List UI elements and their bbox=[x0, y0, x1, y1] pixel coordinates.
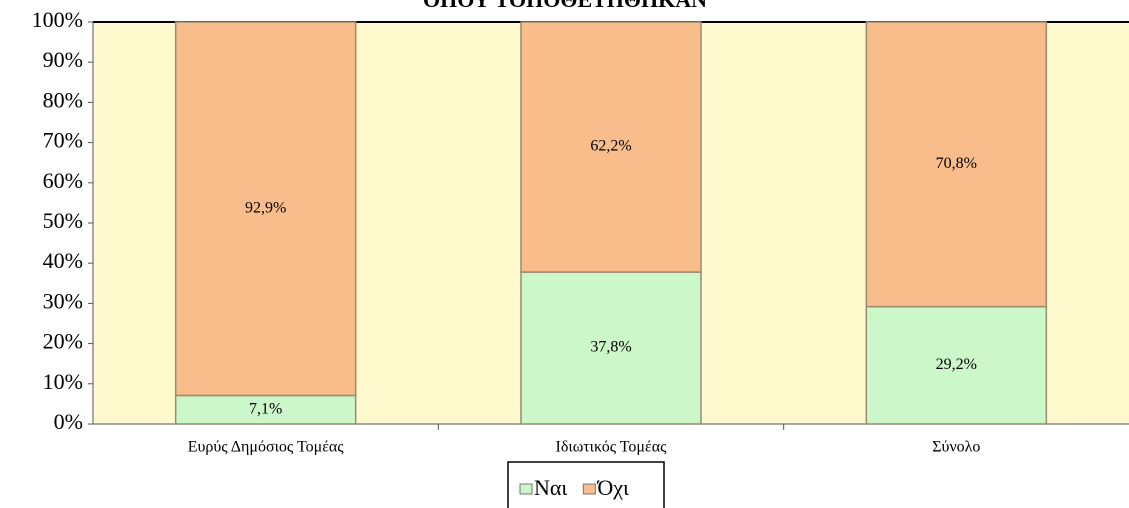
y-tick-label: 10% bbox=[43, 369, 83, 394]
y-tick-label: 50% bbox=[43, 208, 83, 233]
data-label: 29,2% bbox=[936, 356, 977, 373]
x-tick-label: Ιδιωτικός Τομέας bbox=[556, 439, 668, 456]
legend-swatch bbox=[519, 483, 533, 495]
data-label: 7,1% bbox=[249, 400, 282, 417]
y-tick-label: 60% bbox=[43, 168, 83, 193]
y-tick-label: 0% bbox=[54, 409, 83, 434]
data-label: 92,9% bbox=[245, 199, 286, 216]
bar-segment bbox=[174, 21, 357, 397]
legend-swatch bbox=[582, 483, 596, 495]
y-tick-label: 90% bbox=[43, 47, 83, 72]
bar-segment bbox=[520, 21, 702, 273]
bar-segment bbox=[865, 305, 1048, 425]
data-label: 62,2% bbox=[590, 138, 631, 155]
data-label: 70,8% bbox=[936, 155, 977, 172]
x-tick-label: Ευρύς Δημόσιος Τομέας bbox=[188, 439, 345, 456]
y-tick-label: 40% bbox=[43, 248, 83, 273]
y-tick-label: 30% bbox=[43, 288, 83, 313]
y-tick-label: 80% bbox=[43, 87, 83, 112]
y-tick-label: 20% bbox=[43, 329, 83, 354]
legend-label: Ναι bbox=[534, 475, 567, 500]
bar-segment bbox=[865, 21, 1048, 308]
chart-title: ΟΠΟΥ ΤΟΠΟΘΕΤΗΘΗΚΑΝ bbox=[423, 0, 707, 12]
data-label: 37,8% bbox=[590, 339, 631, 356]
legend-label: Όχι bbox=[596, 475, 629, 500]
bar-segment bbox=[174, 394, 357, 425]
y-tick-label: 100% bbox=[32, 7, 83, 32]
x-tick-label: Σύνολο bbox=[932, 439, 980, 456]
y-tick-label: 70% bbox=[43, 128, 83, 153]
